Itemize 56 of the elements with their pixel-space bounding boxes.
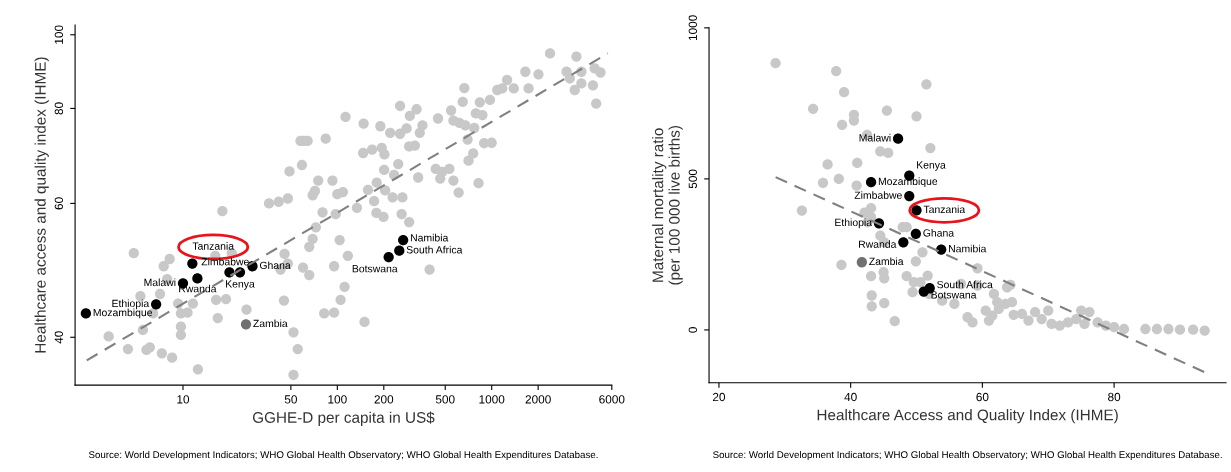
point bbox=[911, 205, 922, 216]
point bbox=[898, 237, 909, 248]
annotation: Ethiopia bbox=[112, 299, 150, 310]
y-axis-title: Maternal mortality ratio (per 100 000 live births) bbox=[652, 126, 683, 285]
point bbox=[904, 190, 915, 202]
x-axis-title: GGHE-D per capita in US$ bbox=[252, 411, 435, 426]
source-note: Source: World Development Indicators; WHO Global Health Observatory; WHO Global Health Expenditures Database. bbox=[713, 450, 1222, 461]
annotation: Ghana bbox=[259, 261, 291, 270]
annotation: Tanzania bbox=[923, 205, 966, 214]
x-tick-label: 200 bbox=[374, 395, 394, 404]
annotation: Kenya bbox=[917, 161, 946, 171]
y-axis-title: Healthcare access and quality index (IHME) bbox=[34, 57, 49, 353]
point bbox=[865, 177, 877, 188]
annotation: Ghana bbox=[923, 229, 955, 237]
x-tick-label: 20 bbox=[712, 392, 726, 402]
annotation: Zambia bbox=[253, 319, 288, 328]
y-tick-label: 40 bbox=[54, 331, 64, 344]
point bbox=[910, 228, 922, 240]
annotation: Mozambique bbox=[878, 177, 938, 188]
x-axis-title: Healthcare Access and Quality Index (IHME) bbox=[817, 409, 1118, 424]
y-tick-label: 100 bbox=[54, 25, 64, 44]
annotation: Mozambique bbox=[93, 308, 153, 319]
point bbox=[918, 286, 929, 297]
y-tick-label: 1000 bbox=[688, 15, 697, 41]
x-tick-label: 1000 bbox=[479, 395, 505, 404]
annotation: South Africa bbox=[937, 280, 993, 289]
y-tick-label: 0 bbox=[688, 327, 697, 333]
x-tick-label: 60 bbox=[976, 392, 989, 402]
annotation: Ethiopia bbox=[835, 218, 873, 229]
x-tick-label: 10 bbox=[177, 395, 190, 404]
annotation: Botswana bbox=[352, 265, 398, 273]
source-note: Source: World Development Indicators; WHO Global Health Observatory; WHO Global Health Expenditures Database. bbox=[88, 450, 598, 461]
y-tick-label: 80 bbox=[54, 102, 64, 115]
x-tick-label: 80 bbox=[1108, 392, 1121, 402]
annotation: Malawi bbox=[859, 133, 891, 142]
x-tick-label: 40 bbox=[844, 392, 857, 402]
x-tick-label: 100 bbox=[328, 395, 347, 404]
annotation: Zimbabwe bbox=[201, 257, 249, 266]
annotation: Namibia bbox=[949, 244, 987, 253]
annotation: Zimbabwe bbox=[854, 191, 902, 199]
point bbox=[892, 133, 904, 144]
annotation: Zambia bbox=[869, 257, 904, 266]
annotation: Malawi bbox=[144, 278, 176, 287]
y-tick-label: 500 bbox=[688, 169, 697, 189]
annotation: Rwanda bbox=[859, 240, 897, 248]
annotation: South Africa bbox=[406, 245, 463, 254]
y-tick-label: 60 bbox=[54, 197, 64, 210]
x-tick-label: 2000 bbox=[525, 395, 551, 404]
annotation: Kenya bbox=[226, 280, 255, 290]
x-tick-label: 6000 bbox=[599, 395, 625, 404]
x-tick-label: 50 bbox=[284, 395, 297, 404]
point bbox=[856, 257, 868, 268]
x-tick-label: 500 bbox=[435, 395, 455, 404]
annotation: Tanzania bbox=[192, 242, 235, 250]
annotation: Botswana bbox=[931, 291, 977, 299]
annotation: Namibia bbox=[410, 233, 449, 242]
